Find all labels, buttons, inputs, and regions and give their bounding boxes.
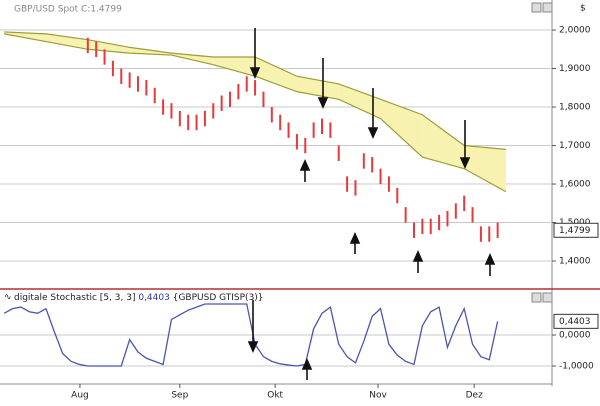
y-tick-label: -1,0000 [559, 361, 594, 371]
button[interactable] [542, 2, 553, 13]
x-tick-label: Aug [71, 391, 89, 401]
indicator-name: digitale Stochastic [5, 3, 3] [14, 293, 135, 303]
x-tick-label: Sep [171, 391, 188, 401]
y-tick-label: 0,0000 [559, 330, 591, 340]
cloud-segment [255, 56, 297, 92]
indicator-source: {GBPUSD GTISP(3)} [173, 293, 264, 303]
cloud-segment [464, 145, 506, 192]
y-tick-label: 1,8000 [559, 103, 591, 113]
last-value-label: 0,4403 [559, 317, 591, 327]
plot: 2,00001,90001,80001,70001,60001,50001,40… [0, 26, 599, 401]
window-buttons [531, 2, 553, 303]
y-tick-label: 2,0000 [559, 26, 591, 36]
signal-arrows [247, 28, 496, 380]
y-tick-label: 1,7000 [559, 141, 591, 151]
unit-label: $ [580, 4, 586, 14]
cloud-segment [213, 56, 256, 77]
button[interactable] [542, 292, 553, 303]
last-value-label: 1,4799 [559, 226, 591, 236]
cloud-segment [422, 114, 465, 169]
last-value-box [553, 222, 599, 238]
chart-title: GBP/USD Spot C:1.4799 [14, 5, 122, 15]
button[interactable] [531, 2, 542, 13]
last-value-box [553, 313, 599, 329]
x-tick-label: Dez [466, 391, 483, 401]
x-tick-label: Okt [267, 391, 283, 401]
x-tick-label: Nov [369, 391, 387, 401]
stochastic-line [3, 303, 499, 367]
y-tick-label: 1,6000 [559, 180, 591, 190]
cloud-segment [46, 33, 88, 50]
y-tick-label: 1,4000 [559, 257, 591, 267]
cloud-segment [338, 83, 381, 119]
indicator-icon: ∿ [4, 293, 12, 303]
button[interactable] [531, 292, 542, 303]
cloud-segment [380, 99, 423, 158]
indicator-title: digitale Stochastic [5, 3, 3] 0,4403 {GB… [14, 293, 264, 303]
indicator-value: 0,4403 [138, 293, 170, 303]
y-tick-label: 1,9000 [559, 64, 591, 74]
